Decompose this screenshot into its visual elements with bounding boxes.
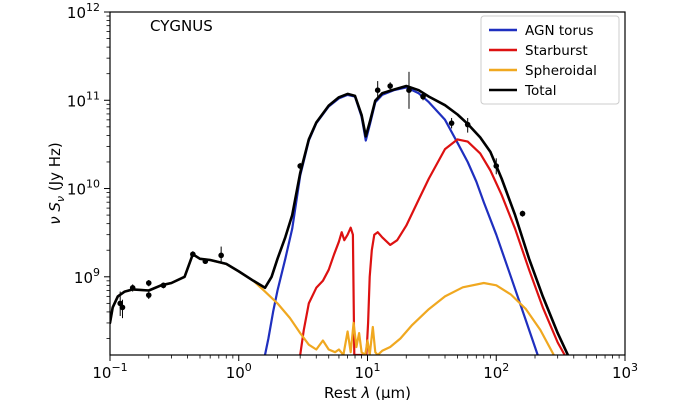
observed-points xyxy=(117,71,526,319)
y-tick-base: 10 xyxy=(67,92,86,110)
observed-point xyxy=(119,304,126,311)
y-tick-label: 1012 xyxy=(67,1,100,22)
y-tick-label: 1010 xyxy=(67,178,100,199)
x-tick-label: 102 xyxy=(483,361,509,382)
x-tick-base: 10 xyxy=(354,364,373,382)
legend-label-total: Total xyxy=(524,83,557,99)
x-tick-exponent: 0 xyxy=(245,361,252,374)
observed-point xyxy=(374,87,381,94)
legend-label-starburst: Starburst xyxy=(525,43,588,59)
observed-point xyxy=(218,252,224,259)
x-axis-label-unit: (μm) xyxy=(375,384,411,400)
y-tick-base: 10 xyxy=(67,181,86,199)
observed-point xyxy=(464,121,471,128)
x-tick-base: 10 xyxy=(483,364,502,382)
x-axis-label-prefix: Rest xyxy=(324,384,361,400)
observed-point xyxy=(145,292,152,298)
x-tick-base: 10 xyxy=(226,364,245,382)
y-tick-label: 109 xyxy=(74,266,100,287)
observed-point xyxy=(190,251,196,258)
source-name-annotation: CYGNUS xyxy=(150,17,213,35)
x-tick-base: 10 xyxy=(92,364,111,382)
x-tick-base: 10 xyxy=(612,364,631,382)
x-tick-exponent: 3 xyxy=(631,361,638,374)
observed-point xyxy=(387,83,393,89)
x-tick-exponent: 2 xyxy=(502,361,509,374)
observed-point xyxy=(202,258,209,265)
y-tick-exponent: 10 xyxy=(86,178,100,191)
legend-box xyxy=(480,15,620,105)
observed-point xyxy=(129,285,136,291)
y-axis-label-unit: (Jy Hz) xyxy=(46,142,64,196)
x-tick-label: 101 xyxy=(354,361,380,382)
observed-point xyxy=(406,87,412,94)
series-group xyxy=(110,84,570,355)
legend: AGN torus Starburst Spheroidal Total xyxy=(480,15,620,105)
y-tick-exponent: 12 xyxy=(86,1,100,14)
y-tick-exponent: 11 xyxy=(86,89,100,102)
x-tick-exponent: −1 xyxy=(111,361,127,374)
observed-point xyxy=(420,93,426,100)
x-tick-label: 10−1 xyxy=(92,361,127,382)
x-axis-label-lambda: λ xyxy=(360,384,370,400)
y-axis-label-nu: ν S xyxy=(46,202,64,225)
x-axis-label: Rest λ (μm) xyxy=(324,384,411,400)
y-tick-base: 10 xyxy=(74,269,93,287)
y-axis-label: ν Sν (Jy Hz) xyxy=(46,142,67,225)
y-axis-label-subscript: ν xyxy=(54,196,67,202)
y-tick-label: 1011 xyxy=(67,89,100,110)
observed-point xyxy=(448,120,455,126)
x-tick-label: 100 xyxy=(226,361,252,382)
y-tick-base: 10 xyxy=(67,4,86,22)
x-tick-exponent: 1 xyxy=(374,361,381,374)
observed-point xyxy=(519,210,526,217)
observed-point xyxy=(493,163,500,169)
legend-label-agn-torus: AGN torus xyxy=(525,23,594,39)
plot-frame xyxy=(109,11,626,356)
legend-label-spheroidal: Spheroidal xyxy=(525,63,597,79)
series-line-total xyxy=(110,84,570,355)
observed-point xyxy=(297,163,303,169)
observed-point xyxy=(160,282,167,289)
series-line-spheroidal xyxy=(110,253,555,355)
observed-point xyxy=(145,280,152,286)
y-tick-exponent: 9 xyxy=(93,266,100,279)
x-tick-label: 103 xyxy=(612,361,638,382)
series-line-starburst xyxy=(299,138,566,355)
